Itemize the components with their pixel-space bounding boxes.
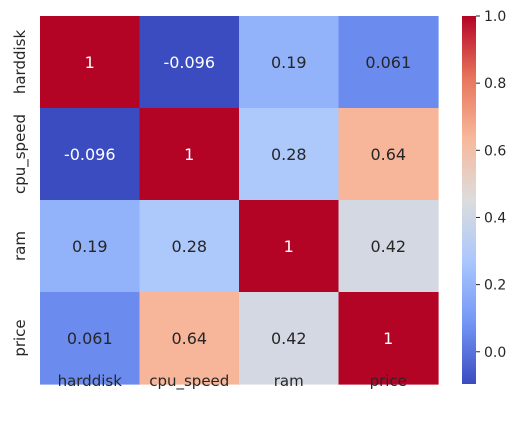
colorbar: 0.0 0.2 0.4 0.6 0.8 1.0	[462, 9, 506, 384]
heatmap-cell	[239, 292, 340, 385]
colorbar-gradient	[462, 16, 476, 384]
heatmap-cell	[338, 200, 439, 293]
heatmap-cell	[338, 292, 439, 385]
x-tick-label: ram	[274, 372, 304, 390]
heatmap-cell-label: 0.19	[72, 237, 108, 256]
heatmap-cell	[40, 292, 141, 385]
x-axis-tick-labels: harddisk cpu_speed ram price	[58, 372, 407, 391]
heatmap-cell	[239, 108, 340, 201]
heatmap-cell-label: 0.64	[171, 329, 207, 348]
heatmap-cell-label: 0.28	[271, 145, 307, 164]
heatmap-cell-label: 1	[85, 53, 95, 72]
heatmap-cell	[139, 200, 240, 293]
colorbar-tick-label: 0.6	[484, 143, 506, 159]
heatmap-cell-label: 1	[284, 237, 294, 256]
heatmap-cell-label: 0.64	[370, 145, 406, 164]
y-tick-label: ram	[11, 231, 29, 261]
y-tick-label: price	[11, 319, 29, 356]
heatmap-cell	[139, 108, 240, 201]
heatmap-cell	[338, 108, 439, 201]
colorbar-tick-label: 1.0	[484, 9, 506, 25]
heatmap-cell	[40, 16, 141, 109]
x-tick-label: cpu_speed	[149, 372, 229, 391]
heatmap-cells	[40, 16, 439, 385]
heatmap-cell-labels: 1 -0.096 0.19 0.061 -0.096 1 0.28 0.64 0.19 0.28 1…	[64, 53, 411, 348]
heatmap-cell-label: 0.061	[67, 329, 113, 348]
heatmap-cell-label: 0.19	[271, 53, 307, 72]
colorbar-tick-label: 0.4	[484, 210, 506, 226]
heatmap-cell-label: 0.42	[370, 237, 406, 256]
heatmap-cell	[40, 200, 141, 293]
heatmap-cell	[40, 108, 141, 201]
heatmap-cell-label: 1	[383, 329, 393, 348]
heatmap-cell	[338, 16, 439, 109]
heatmap-cell-label: -0.096	[64, 145, 116, 164]
heatmap-cell-label: 0.42	[271, 329, 307, 348]
colorbar-tick-label: 0.8	[484, 76, 506, 92]
colorbar-tick-label: 0.0	[484, 345, 506, 361]
heatmap-cell	[139, 16, 240, 109]
x-tick-label: price	[370, 372, 407, 390]
heatmap-cell	[239, 16, 340, 109]
x-tick-label: harddisk	[58, 372, 123, 390]
y-tick-label: cpu_speed	[11, 114, 30, 194]
heatmap-cell	[139, 292, 240, 385]
heatmap-cell-label: 1	[184, 145, 194, 164]
heatmap-cell-label: 0.061	[365, 53, 411, 72]
heatmap-cell-label: -0.096	[163, 53, 215, 72]
y-tick-label: harddisk	[11, 30, 29, 95]
heatmap-cell	[239, 200, 340, 293]
colorbar-tick-label: 0.2	[484, 278, 506, 294]
heatmap-cell-label: 0.28	[171, 237, 207, 256]
